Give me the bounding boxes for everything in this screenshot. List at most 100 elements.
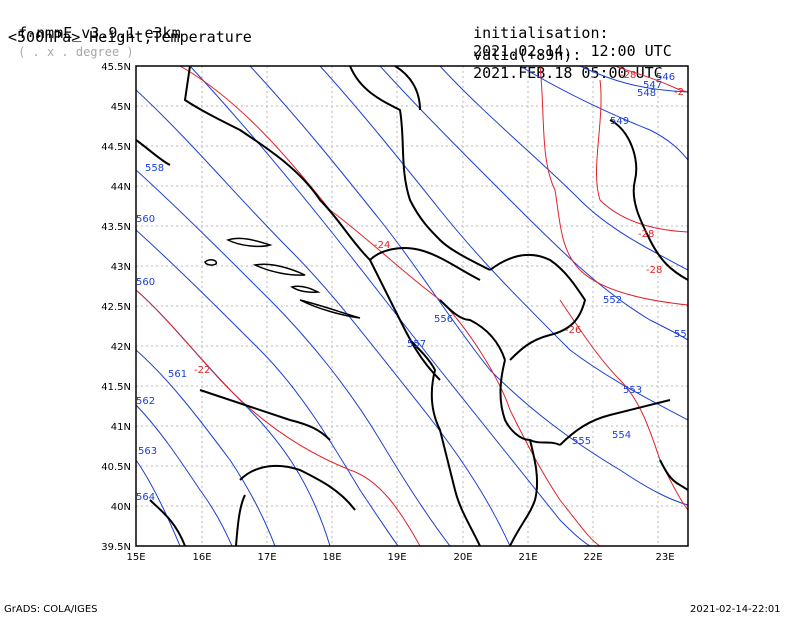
temperature-contour	[539, 66, 688, 306]
height-contour	[379, 66, 688, 341]
temperature-label: -28	[620, 70, 636, 81]
map-frame	[135, 65, 689, 547]
lat-tick-label: 40.5N	[101, 462, 131, 473]
bosnia-border	[369, 66, 481, 281]
temperature-contour	[136, 289, 421, 546]
greece-coast	[509, 439, 539, 546]
lat-tick-label: 43.5N	[101, 222, 131, 233]
temperature-contour	[179, 66, 601, 546]
island	[226, 237, 273, 248]
height-contour	[249, 66, 688, 506]
lon-tick-label: 16E	[192, 552, 211, 563]
height-label: 546	[656, 72, 675, 83]
bulgaria-border	[609, 119, 688, 281]
valid-time: valid(+89h): 2021.FEB.18 05:00 UTC	[455, 28, 663, 82]
temperature-label: -28	[646, 265, 662, 276]
temperature-contour	[559, 299, 688, 511]
projection-label: ( . x . degree )	[18, 45, 134, 59]
height-label: 553	[623, 385, 642, 396]
temperature-labels: -28 -2 -24 -28 -28 -26 -22	[194, 70, 684, 376]
temperature-contour	[614, 66, 688, 93]
height-label: 563	[138, 446, 157, 457]
model-name: f-nmmE_v3.9.1-e3km	[18, 24, 181, 42]
lat-axis: 45.5N 45N 44.5N 44N 43.5N 43N 42.5N 42N …	[101, 62, 131, 553]
north-macedonia-border	[559, 399, 671, 446]
height-contour	[136, 229, 399, 546]
lon-tick-label: 18E	[322, 552, 341, 563]
croatia-border	[349, 66, 491, 271]
lon-tick-label: 23E	[655, 552, 674, 563]
height-label: 554	[612, 430, 631, 441]
montenegro-border	[439, 299, 506, 361]
lat-tick-label: 45.5N	[101, 62, 131, 73]
temperature-label: -22	[194, 365, 210, 376]
albania-border	[499, 359, 561, 446]
lat-tick-label: 44.5N	[101, 142, 131, 153]
temperature-contour	[595, 79, 688, 233]
height-label: 561	[168, 369, 187, 380]
lat-tick-label: 42.5N	[101, 302, 131, 313]
model-title: f-nmmE_v3.9.1-e3km ( . x . degree )	[0, 6, 181, 61]
gridlines	[136, 66, 688, 546]
lon-tick-label: 22E	[583, 552, 602, 563]
height-label: 562	[136, 396, 155, 407]
heel-italy-coast	[199, 389, 356, 511]
height-contour	[189, 66, 591, 546]
serbia-border	[489, 253, 587, 361]
coastlines	[136, 66, 688, 546]
grads-credit: GrADS: COLA/IGES	[4, 604, 98, 615]
init-label: initialisation:	[473, 24, 609, 42]
init-value: 2021.02.14. 12:00 UTC	[473, 42, 672, 60]
greek-coast-south	[659, 459, 688, 491]
height-label: 560	[136, 277, 155, 288]
temperature-label: -26	[565, 325, 581, 336]
temperature-contours	[136, 66, 688, 546]
lon-tick-label: 20E	[453, 552, 472, 563]
level-field-title: <500hPa> Height,Temperature	[8, 28, 252, 46]
lon-tick-label: 17E	[257, 552, 276, 563]
height-label: 547	[643, 80, 662, 91]
temperature-label: -24	[374, 240, 390, 251]
lat-tick-label: 42N	[111, 342, 131, 353]
height-label: 558	[145, 163, 164, 174]
height-label: 556	[434, 314, 453, 325]
init-time: initialisation: 2021.02.14. 12:00 UTC	[455, 6, 672, 60]
albania-coast	[409, 339, 481, 546]
height-label: 552	[603, 295, 622, 306]
valid-label: valid(+89h):	[473, 46, 582, 64]
height-label: 55	[674, 329, 687, 340]
lat-tick-label: 43N	[111, 262, 131, 273]
lat-tick-label: 45N	[111, 102, 131, 113]
height-labels: 546 547 548 549 552 555 558 560 560 561 …	[136, 72, 687, 503]
lon-axis: 15E 16E 17E 18E 19E 20E 21E 22E 23E	[126, 552, 674, 563]
height-label: 557	[407, 339, 426, 350]
height-label: 555	[572, 436, 591, 447]
island	[252, 263, 306, 276]
lat-tick-label: 41.5N	[101, 382, 131, 393]
italy-croatia-coastline	[136, 66, 441, 381]
lat-tick-label: 40N	[111, 502, 131, 513]
height-contour	[136, 169, 451, 546]
island	[299, 299, 361, 319]
height-contour	[579, 66, 688, 93]
render-timestamp: 2021-02-14-22:01	[690, 604, 781, 615]
calabria-coast	[149, 494, 246, 546]
height-contour	[136, 459, 181, 546]
island	[290, 285, 321, 293]
height-contour	[136, 349, 276, 546]
height-contour	[439, 66, 688, 271]
height-label: 560	[136, 214, 155, 225]
height-label: 549	[610, 116, 629, 127]
height-contour	[319, 66, 688, 421]
temperature-label: -2	[674, 87, 684, 98]
island	[204, 259, 218, 266]
temperature-label: -28	[638, 229, 654, 240]
islands	[204, 237, 361, 319]
lat-tick-label: 39.5N	[101, 542, 131, 553]
lon-tick-label: 15E	[126, 552, 145, 563]
lon-tick-label: 19E	[387, 552, 406, 563]
height-contours	[136, 66, 688, 546]
height-contour	[136, 289, 331, 546]
lon-tick-label: 21E	[518, 552, 537, 563]
